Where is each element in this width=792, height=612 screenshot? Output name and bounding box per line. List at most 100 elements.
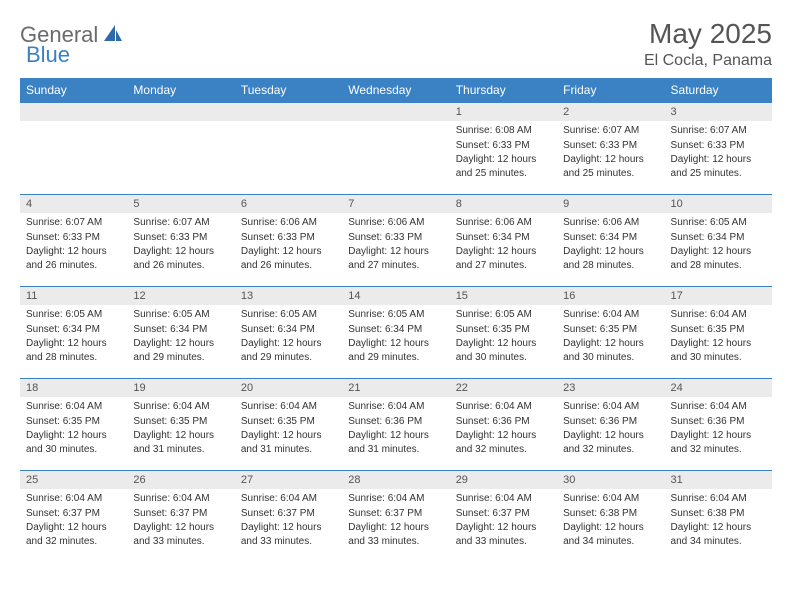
- sunrise-text: Sunrise: 6:08 AM: [456, 124, 551, 138]
- day-number: 24: [665, 379, 772, 397]
- sunrise-text: Sunrise: 6:07 AM: [671, 124, 766, 138]
- calendar-day-cell: 29Sunrise: 6:04 AMSunset: 6:37 PMDayligh…: [450, 471, 557, 563]
- day-number: 14: [342, 287, 449, 305]
- daylight-text: Daylight: 12 hours and 30 minutes.: [563, 337, 658, 364]
- day-number: 30: [557, 471, 664, 489]
- day-details: Sunrise: 6:04 AMSunset: 6:35 PMDaylight:…: [20, 397, 127, 456]
- calendar-week-row: 18Sunrise: 6:04 AMSunset: 6:35 PMDayligh…: [20, 379, 772, 471]
- sunrise-text: Sunrise: 6:07 AM: [563, 124, 658, 138]
- daylight-text: Daylight: 12 hours and 27 minutes.: [348, 245, 443, 272]
- daylight-text: Daylight: 12 hours and 33 minutes.: [348, 521, 443, 548]
- sunrise-text: Sunrise: 6:04 AM: [563, 492, 658, 506]
- day-details: Sunrise: 6:04 AMSunset: 6:36 PMDaylight:…: [342, 397, 449, 456]
- daylight-text: Daylight: 12 hours and 33 minutes.: [456, 521, 551, 548]
- sunrise-text: Sunrise: 6:04 AM: [241, 400, 336, 414]
- calendar-day-cell: 19Sunrise: 6:04 AMSunset: 6:35 PMDayligh…: [127, 379, 234, 471]
- sunrise-text: Sunrise: 6:06 AM: [456, 216, 551, 230]
- day-number: [20, 103, 127, 121]
- sunset-text: Sunset: 6:33 PM: [671, 139, 766, 153]
- sunrise-text: Sunrise: 6:04 AM: [671, 400, 766, 414]
- day-details: Sunrise: 6:04 AMSunset: 6:36 PMDaylight:…: [450, 397, 557, 456]
- daylight-text: Daylight: 12 hours and 27 minutes.: [456, 245, 551, 272]
- daylight-text: Daylight: 12 hours and 32 minutes.: [671, 429, 766, 456]
- day-details: Sunrise: 6:04 AMSunset: 6:37 PMDaylight:…: [235, 489, 342, 548]
- day-details: Sunrise: 6:04 AMSunset: 6:38 PMDaylight:…: [665, 489, 772, 548]
- sunset-text: Sunset: 6:36 PM: [563, 415, 658, 429]
- day-number: 18: [20, 379, 127, 397]
- logo-sail-icon: [103, 24, 123, 47]
- sunset-text: Sunset: 6:34 PM: [348, 323, 443, 337]
- day-number: 13: [235, 287, 342, 305]
- sunset-text: Sunset: 6:37 PM: [348, 507, 443, 521]
- calendar-day-cell: 9Sunrise: 6:06 AMSunset: 6:34 PMDaylight…: [557, 195, 664, 287]
- calendar-day-cell: 21Sunrise: 6:04 AMSunset: 6:36 PMDayligh…: [342, 379, 449, 471]
- day-number: 28: [342, 471, 449, 489]
- day-number: 4: [20, 195, 127, 213]
- day-details: Sunrise: 6:05 AMSunset: 6:34 PMDaylight:…: [665, 213, 772, 272]
- calendar-day-cell: 3Sunrise: 6:07 AMSunset: 6:33 PMDaylight…: [665, 103, 772, 195]
- sunset-text: Sunset: 6:34 PM: [133, 323, 228, 337]
- calendar-day-cell: [235, 103, 342, 195]
- day-number: 21: [342, 379, 449, 397]
- day-details: Sunrise: 6:04 AMSunset: 6:38 PMDaylight:…: [557, 489, 664, 548]
- daylight-text: Daylight: 12 hours and 26 minutes.: [26, 245, 121, 272]
- day-number: 22: [450, 379, 557, 397]
- day-details: Sunrise: 6:04 AMSunset: 6:36 PMDaylight:…: [557, 397, 664, 456]
- calendar-day-cell: 14Sunrise: 6:05 AMSunset: 6:34 PMDayligh…: [342, 287, 449, 379]
- sunrise-text: Sunrise: 6:05 AM: [241, 308, 336, 322]
- day-number: 19: [127, 379, 234, 397]
- sunrise-text: Sunrise: 6:04 AM: [456, 492, 551, 506]
- calendar-day-cell: 28Sunrise: 6:04 AMSunset: 6:37 PMDayligh…: [342, 471, 449, 563]
- calendar-day-cell: 2Sunrise: 6:07 AMSunset: 6:33 PMDaylight…: [557, 103, 664, 195]
- calendar-day-cell: 17Sunrise: 6:04 AMSunset: 6:35 PMDayligh…: [665, 287, 772, 379]
- sunset-text: Sunset: 6:34 PM: [26, 323, 121, 337]
- weekday-header: Tuesday: [235, 78, 342, 103]
- day-number: 25: [20, 471, 127, 489]
- sunrise-text: Sunrise: 6:05 AM: [456, 308, 551, 322]
- calendar-day-cell: 25Sunrise: 6:04 AMSunset: 6:37 PMDayligh…: [20, 471, 127, 563]
- sunrise-text: Sunrise: 6:04 AM: [671, 308, 766, 322]
- sunset-text: Sunset: 6:34 PM: [563, 231, 658, 245]
- sunrise-text: Sunrise: 6:06 AM: [563, 216, 658, 230]
- day-number: 7: [342, 195, 449, 213]
- daylight-text: Daylight: 12 hours and 34 minutes.: [671, 521, 766, 548]
- sunset-text: Sunset: 6:36 PM: [671, 415, 766, 429]
- daylight-text: Daylight: 12 hours and 34 minutes.: [563, 521, 658, 548]
- calendar-day-cell: 27Sunrise: 6:04 AMSunset: 6:37 PMDayligh…: [235, 471, 342, 563]
- calendar-body: 1Sunrise: 6:08 AMSunset: 6:33 PMDaylight…: [20, 103, 772, 563]
- calendar-day-cell: 22Sunrise: 6:04 AMSunset: 6:36 PMDayligh…: [450, 379, 557, 471]
- sunrise-text: Sunrise: 6:07 AM: [26, 216, 121, 230]
- daylight-text: Daylight: 12 hours and 31 minutes.: [348, 429, 443, 456]
- sunset-text: Sunset: 6:35 PM: [671, 323, 766, 337]
- day-details: Sunrise: 6:05 AMSunset: 6:34 PMDaylight:…: [235, 305, 342, 364]
- sunset-text: Sunset: 6:34 PM: [241, 323, 336, 337]
- weekday-header: Sunday: [20, 78, 127, 103]
- day-number: 15: [450, 287, 557, 305]
- sunrise-text: Sunrise: 6:05 AM: [26, 308, 121, 322]
- logo-text-blue-wrap: Blue: [26, 42, 70, 68]
- day-number: 9: [557, 195, 664, 213]
- daylight-text: Daylight: 12 hours and 28 minutes.: [671, 245, 766, 272]
- day-details: Sunrise: 6:04 AMSunset: 6:37 PMDaylight:…: [342, 489, 449, 548]
- weekday-header: Wednesday: [342, 78, 449, 103]
- day-number: 8: [450, 195, 557, 213]
- day-details: Sunrise: 6:05 AMSunset: 6:34 PMDaylight:…: [20, 305, 127, 364]
- sunset-text: Sunset: 6:37 PM: [26, 507, 121, 521]
- sunrise-text: Sunrise: 6:04 AM: [26, 492, 121, 506]
- sunset-text: Sunset: 6:33 PM: [456, 139, 551, 153]
- sunset-text: Sunset: 6:33 PM: [563, 139, 658, 153]
- calendar-day-cell: 12Sunrise: 6:05 AMSunset: 6:34 PMDayligh…: [127, 287, 234, 379]
- sunset-text: Sunset: 6:34 PM: [456, 231, 551, 245]
- sunset-text: Sunset: 6:33 PM: [241, 231, 336, 245]
- day-number: 26: [127, 471, 234, 489]
- day-details: Sunrise: 6:07 AMSunset: 6:33 PMDaylight:…: [557, 121, 664, 180]
- day-details: Sunrise: 6:04 AMSunset: 6:35 PMDaylight:…: [557, 305, 664, 364]
- day-details: Sunrise: 6:07 AMSunset: 6:33 PMDaylight:…: [665, 121, 772, 180]
- daylight-text: Daylight: 12 hours and 31 minutes.: [241, 429, 336, 456]
- daylight-text: Daylight: 12 hours and 29 minutes.: [133, 337, 228, 364]
- day-details: Sunrise: 6:04 AMSunset: 6:37 PMDaylight:…: [20, 489, 127, 548]
- day-number: 2: [557, 103, 664, 121]
- daylight-text: Daylight: 12 hours and 30 minutes.: [26, 429, 121, 456]
- day-details: Sunrise: 6:07 AMSunset: 6:33 PMDaylight:…: [127, 213, 234, 272]
- sunset-text: Sunset: 6:33 PM: [26, 231, 121, 245]
